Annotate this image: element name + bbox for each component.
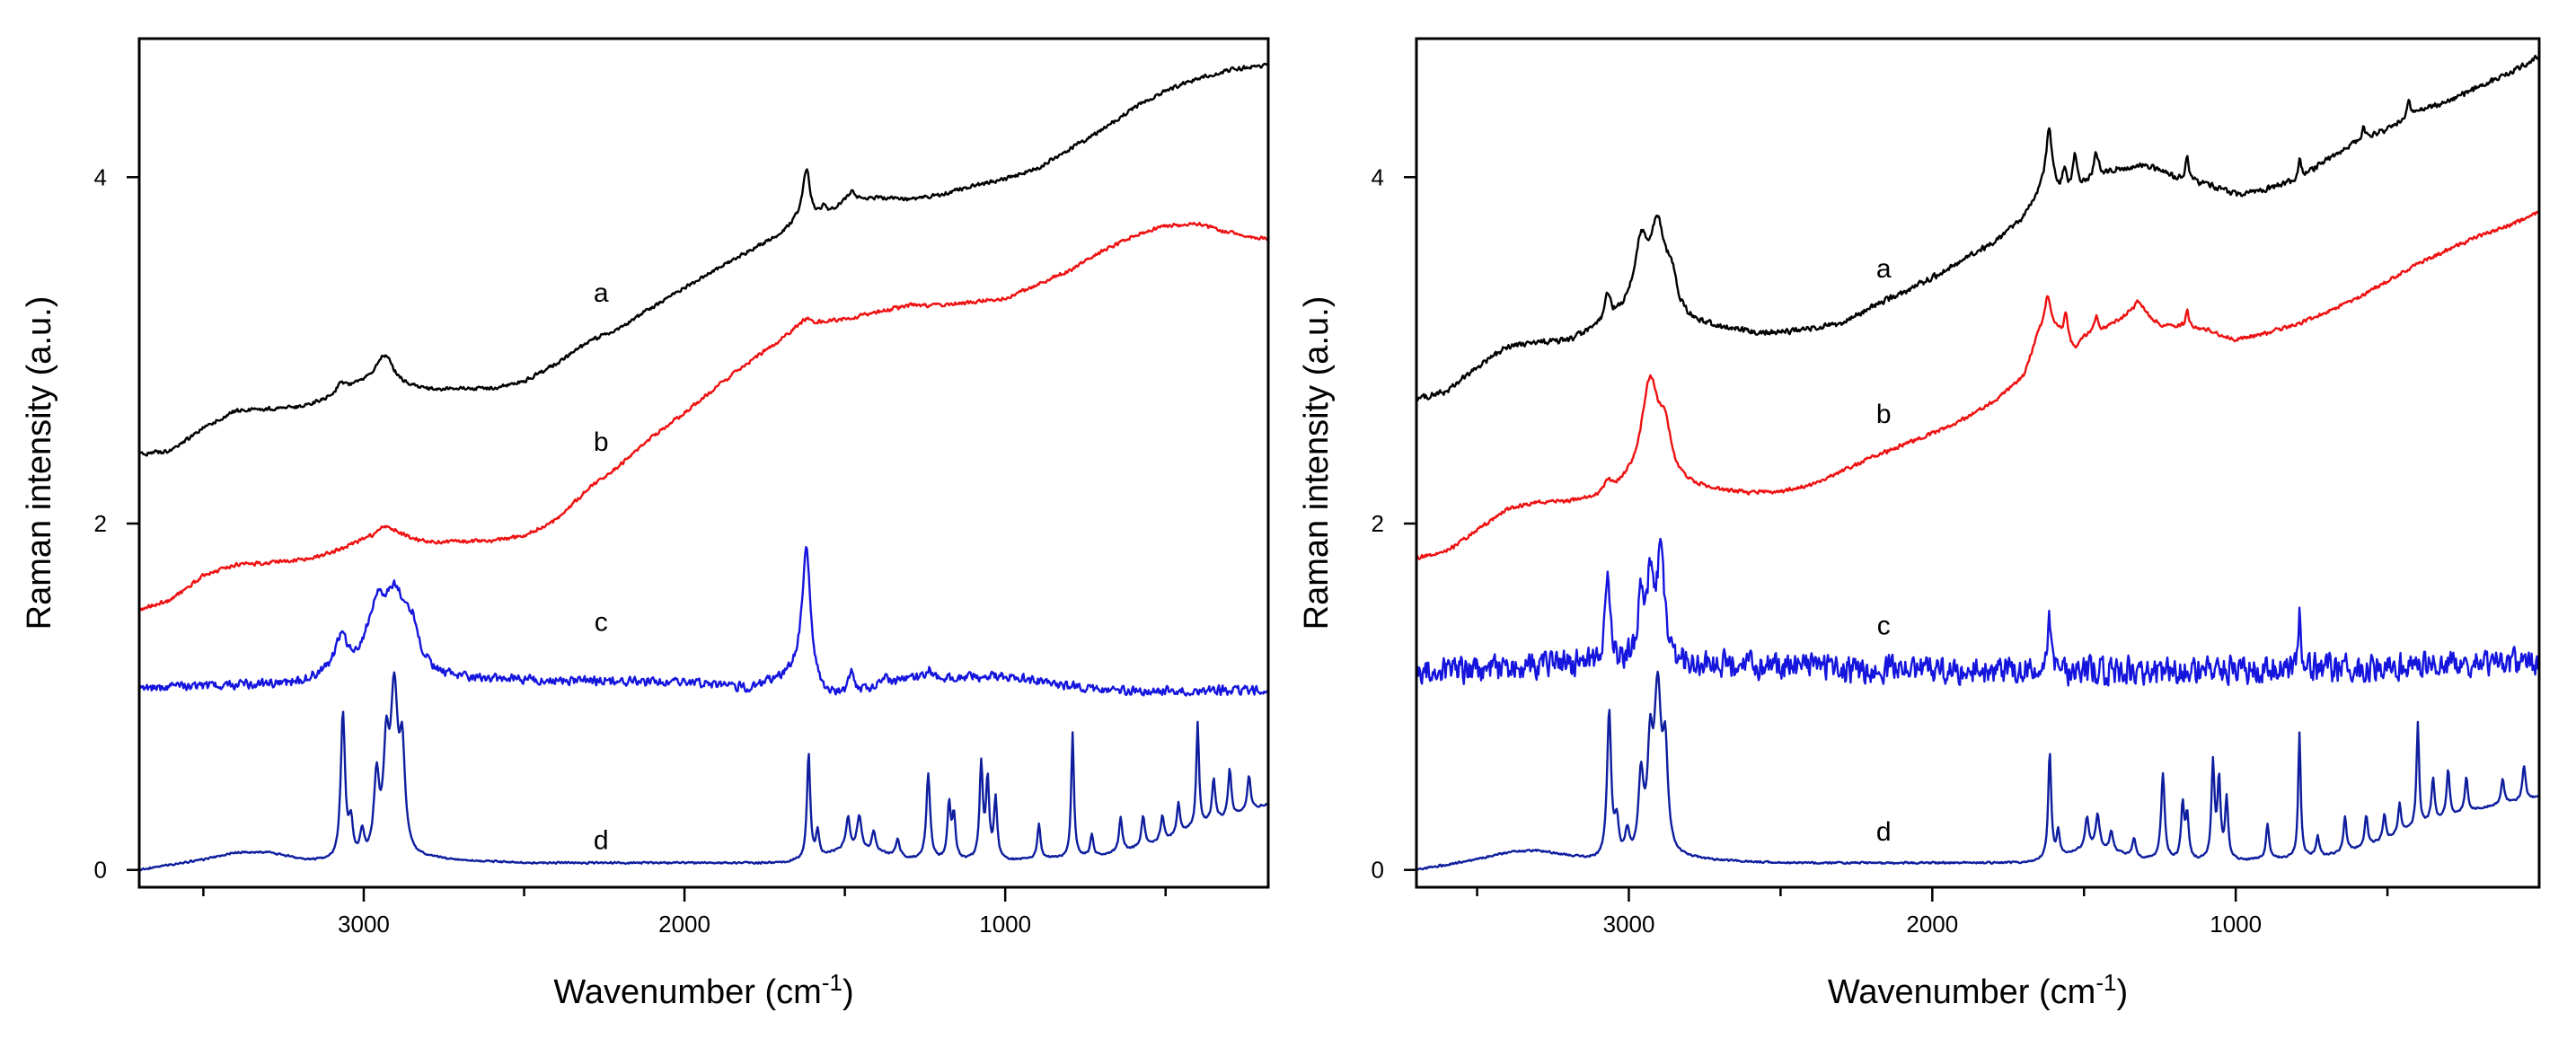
y-tick-label: 2	[1372, 510, 1384, 537]
plot-frame	[1415, 37, 2541, 889]
x-tick-label: 2000	[1906, 911, 1958, 938]
series-group	[1416, 55, 2539, 871]
series-line-d	[139, 671, 1268, 872]
y-tick-label: 4	[1372, 163, 1384, 190]
y-tick-label: 2	[94, 510, 107, 537]
y-tick-label: 4	[94, 163, 107, 190]
series-line-a	[1416, 55, 2539, 402]
x-axis-title: Wavenumber (cm-1)	[553, 969, 853, 1011]
x-tick-label: 1000	[979, 911, 1031, 938]
curve-label-b: b	[594, 427, 609, 457]
curve-label-a: a	[594, 278, 609, 308]
curve-label-c: c	[595, 608, 608, 638]
series-group	[139, 62, 1268, 872]
curve-label-d: d	[594, 826, 609, 856]
series-line-a	[139, 62, 1268, 457]
left-raman-panel: a b c d 3000 2000 1000 0 2 4 Raman intensity (a.u.…	[21, 37, 1270, 1011]
x-tick-label: 3000	[338, 911, 390, 938]
curve-label-a: a	[1876, 254, 1892, 284]
x-tick-label: 3000	[1603, 911, 1655, 938]
right-raman-panel: a b c d 3000 2000 1000 0 2 4 Raman intensity (a.u.…	[1298, 37, 2541, 1011]
y-tick-label: 0	[1372, 857, 1384, 884]
curve-label-c: c	[1877, 611, 1891, 640]
x-tick-label: 2000	[658, 911, 710, 938]
curve-label-b: b	[1876, 400, 1892, 429]
y-axis-title: Raman intensity (a.u.)	[1298, 296, 1336, 630]
y-tick-label: 0	[94, 857, 107, 884]
series-line-b	[1416, 209, 2539, 560]
series-line-d	[1416, 670, 2539, 871]
series-line-c	[1416, 537, 2539, 687]
plot-frame	[137, 37, 1270, 889]
x-tick-label: 1000	[2210, 911, 2262, 938]
series-line-b	[139, 222, 1268, 612]
series-line-c	[139, 546, 1268, 697]
curve-label-d: d	[1876, 817, 1892, 847]
y-axis-title: Raman intensity (a.u.)	[21, 296, 58, 630]
x-axis-title: Wavenumber (cm-1)	[1828, 969, 2128, 1011]
